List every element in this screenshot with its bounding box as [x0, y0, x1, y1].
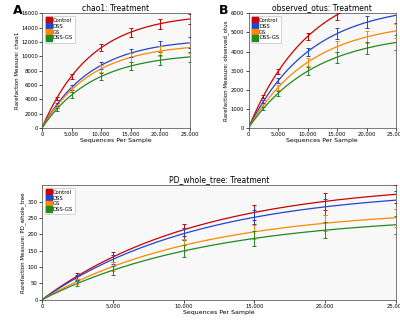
Text: A: A [12, 4, 22, 17]
Y-axis label: Rarefaction Measure: chao1: Rarefaction Measure: chao1 [14, 32, 20, 109]
Y-axis label: Rarefaction Measure: PD_whole_tree: Rarefaction Measure: PD_whole_tree [21, 192, 26, 293]
Y-axis label: Rarefaction Measure: observed_otus: Rarefaction Measure: observed_otus [224, 20, 230, 121]
X-axis label: Sequences Per Sample: Sequences Per Sample [286, 139, 358, 144]
Title: chao1: Treatment: chao1: Treatment [82, 4, 149, 13]
Legend: Control, DSS, GS, DSS-GS: Control, DSS, GS, DSS-GS [251, 16, 282, 43]
Text: B: B [219, 4, 228, 17]
Legend: Control, DSS, GS, DSS-GS: Control, DSS, GS, DSS-GS [45, 188, 75, 214]
X-axis label: Sequences Per Sample: Sequences Per Sample [80, 139, 152, 144]
X-axis label: Sequences Per Sample: Sequences Per Sample [183, 310, 255, 315]
Legend: Control, DSS, GS, DSS-GS: Control, DSS, GS, DSS-GS [45, 16, 75, 43]
Title: PD_whole_tree: Treatment: PD_whole_tree: Treatment [169, 175, 269, 184]
Title: observed_otus: Treatment: observed_otus: Treatment [272, 4, 372, 13]
